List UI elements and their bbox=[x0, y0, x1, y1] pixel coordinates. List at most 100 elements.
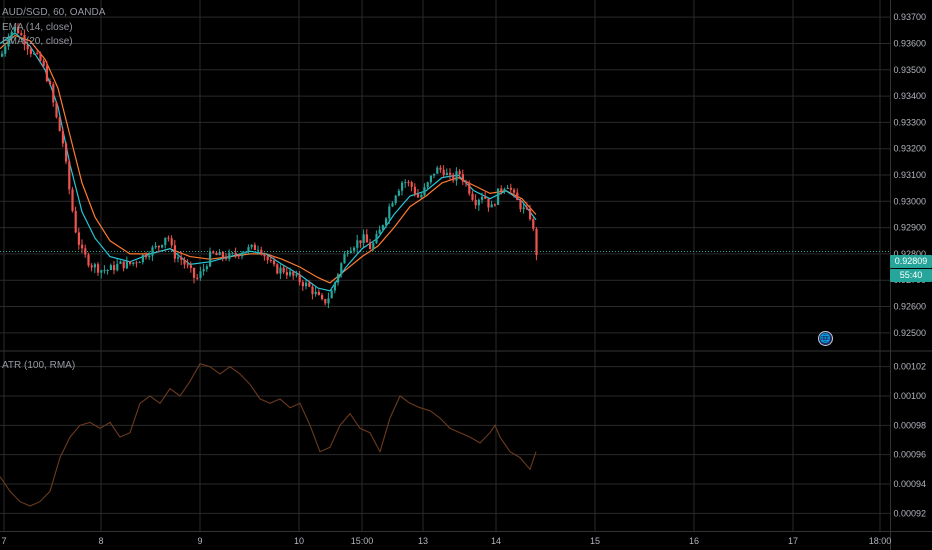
candle bbox=[516, 188, 518, 200]
candle bbox=[359, 240, 361, 247]
ema-slow-legend[interactable]: EMA (20, close) bbox=[2, 36, 73, 47]
symbol-legend[interactable]: AUD/SGD, 60, OANDA bbox=[2, 7, 105, 18]
time-tick-label: 7 bbox=[1, 536, 6, 546]
candle bbox=[209, 248, 211, 268]
candle bbox=[113, 261, 115, 274]
candle bbox=[247, 244, 249, 254]
price-tick-label: 0.93100 bbox=[893, 170, 926, 180]
candle bbox=[430, 175, 432, 184]
price-tick-label: 0.93000 bbox=[893, 196, 926, 206]
candle bbox=[363, 229, 365, 247]
candle bbox=[126, 257, 128, 270]
candle bbox=[94, 263, 96, 273]
ema-slow-line bbox=[0, 36, 536, 283]
candle bbox=[139, 261, 141, 263]
candle bbox=[478, 198, 480, 210]
candle bbox=[327, 293, 329, 309]
ema-slow-path bbox=[0, 36, 536, 283]
candlestick-series bbox=[1, 23, 538, 308]
candle bbox=[215, 251, 217, 255]
candle bbox=[532, 217, 534, 231]
price-tick-label: 0.93400 bbox=[893, 91, 926, 101]
candle bbox=[97, 262, 99, 276]
candle bbox=[286, 267, 288, 279]
candle bbox=[110, 264, 112, 271]
candle bbox=[343, 251, 345, 264]
candle bbox=[71, 187, 73, 213]
time-axis[interactable]: 7 8 9 10 15:00 13 14 15 16 17 18:00 bbox=[1, 536, 891, 546]
candle bbox=[65, 142, 67, 165]
candle bbox=[183, 257, 185, 269]
candle bbox=[315, 286, 317, 296]
ema-fast-legend[interactable]: EMA (14, close) bbox=[2, 22, 73, 33]
candle bbox=[519, 198, 521, 212]
candle bbox=[401, 181, 403, 196]
atr-tick-label: 0.00102 bbox=[893, 362, 926, 372]
candle bbox=[443, 165, 445, 177]
candle bbox=[49, 78, 51, 85]
atr-path bbox=[0, 364, 536, 506]
candle bbox=[59, 117, 61, 132]
atr-tick-label: 0.00092 bbox=[893, 508, 926, 518]
candle bbox=[334, 282, 336, 294]
price-tick-label: 0.93200 bbox=[893, 144, 926, 154]
candle bbox=[321, 293, 323, 300]
candle bbox=[116, 259, 118, 272]
candle bbox=[78, 228, 80, 250]
candle bbox=[404, 179, 406, 188]
candle bbox=[449, 168, 451, 180]
candle bbox=[103, 265, 105, 274]
candle bbox=[411, 181, 413, 192]
time-tick-label: 18:00 bbox=[869, 536, 892, 546]
candle bbox=[91, 263, 93, 271]
price-tick-label: 0.92600 bbox=[893, 302, 926, 312]
candle bbox=[219, 249, 221, 255]
countdown-label: 55:40 bbox=[890, 269, 932, 282]
candle bbox=[196, 274, 198, 280]
candle bbox=[174, 240, 176, 262]
candle bbox=[75, 207, 77, 234]
time-tick-label: 8 bbox=[98, 536, 103, 546]
candle bbox=[129, 261, 131, 265]
candle bbox=[135, 261, 137, 268]
candle bbox=[337, 273, 339, 285]
candle bbox=[305, 280, 307, 290]
candle bbox=[436, 166, 438, 174]
candle bbox=[350, 247, 352, 253]
candle bbox=[295, 271, 297, 278]
candle bbox=[379, 226, 381, 234]
ema-fast-path bbox=[0, 33, 536, 291]
candle bbox=[455, 167, 457, 185]
earth-globe-icon[interactable]: 🌐 bbox=[818, 331, 833, 346]
ema-fast-line bbox=[0, 33, 536, 291]
price-tick-label: 0.93300 bbox=[893, 117, 926, 127]
candle bbox=[251, 244, 253, 249]
candle bbox=[356, 235, 358, 253]
candle bbox=[446, 168, 448, 175]
candle bbox=[203, 264, 205, 276]
candle bbox=[407, 180, 409, 187]
candle bbox=[395, 195, 397, 205]
candle bbox=[148, 251, 150, 260]
candle bbox=[420, 193, 422, 199]
price-tick-label: 0.93700 bbox=[893, 12, 926, 22]
atr-legend[interactable]: ATR (100, RMA) bbox=[2, 360, 75, 371]
candle bbox=[302, 280, 304, 291]
atr-line bbox=[0, 364, 536, 506]
atr-tick-label: 0.00100 bbox=[893, 391, 926, 401]
candle bbox=[535, 227, 537, 260]
candle bbox=[267, 255, 269, 264]
candle bbox=[171, 235, 173, 247]
candle bbox=[107, 269, 109, 274]
time-tick-label: 16 bbox=[689, 536, 699, 546]
candle bbox=[68, 159, 70, 194]
candle bbox=[161, 245, 163, 249]
candle bbox=[311, 284, 313, 299]
candle bbox=[433, 174, 435, 179]
candle bbox=[132, 262, 134, 266]
candle bbox=[507, 185, 509, 189]
candle bbox=[452, 173, 454, 183]
candle bbox=[254, 243, 256, 251]
time-tick-label: 10 bbox=[294, 536, 304, 546]
